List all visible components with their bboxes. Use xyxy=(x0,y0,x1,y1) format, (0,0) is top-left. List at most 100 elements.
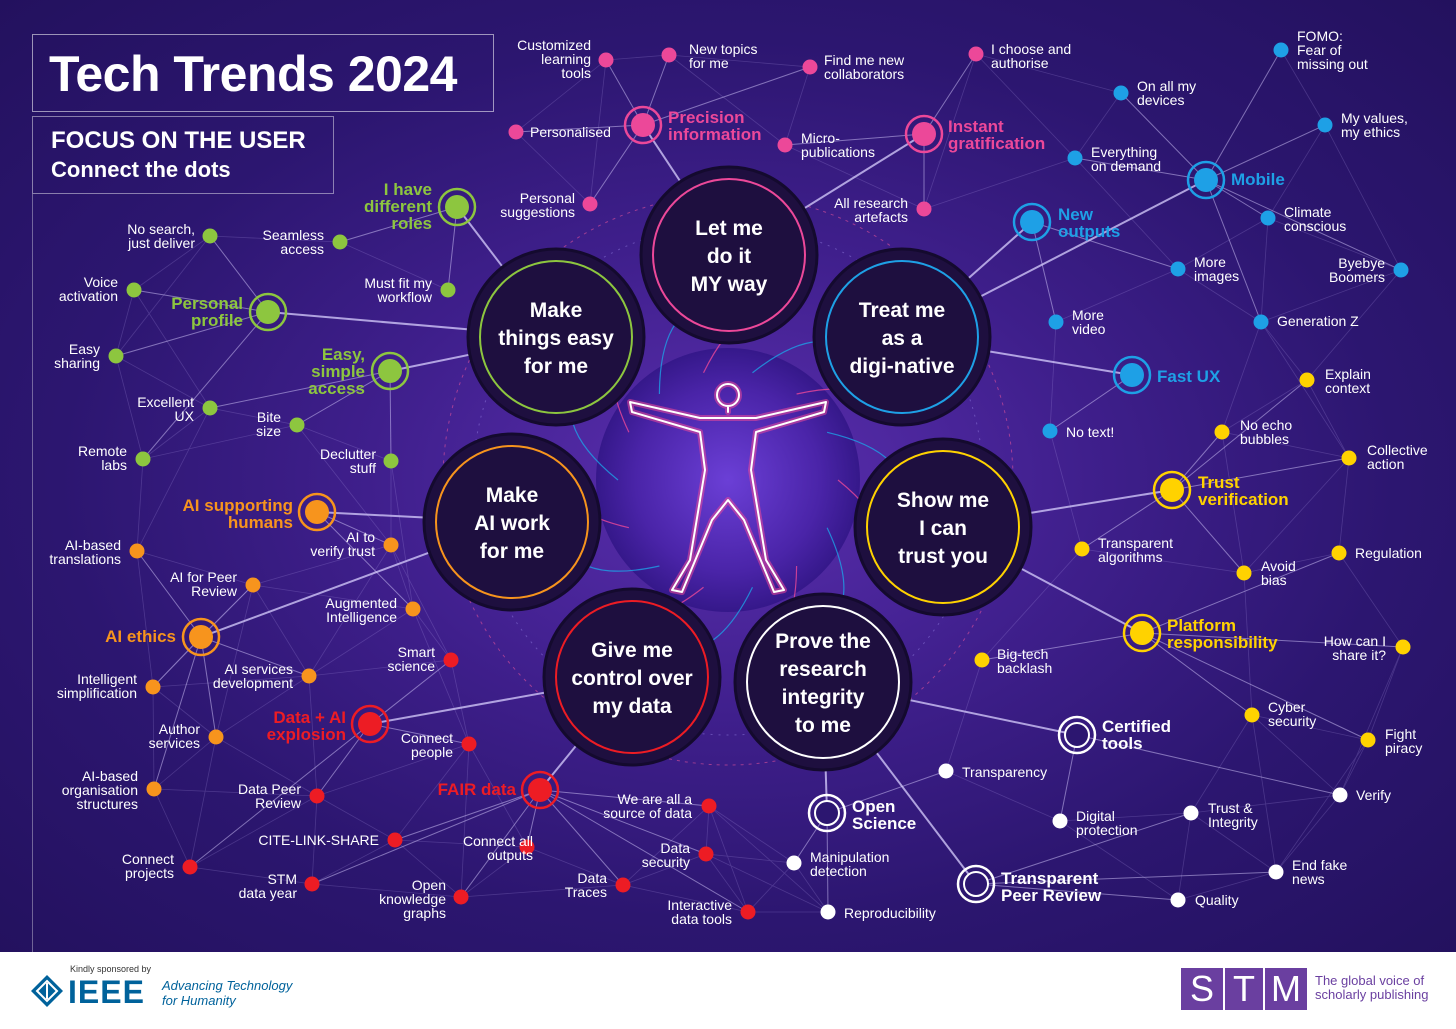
node-dot-intelligent-simplification xyxy=(145,679,161,695)
theme-control-data: Give me control over my data xyxy=(542,587,722,767)
theme-integrity: Prove the research integrity to me xyxy=(733,592,913,772)
node-link xyxy=(1031,221,1179,270)
node-link xyxy=(316,511,414,610)
node-label-stm-data-year: STM data year xyxy=(238,871,297,901)
node-link xyxy=(1171,379,1308,491)
node-link xyxy=(539,789,624,886)
node-link xyxy=(1059,734,1078,822)
node-dot-find-me-new-collaborators xyxy=(802,59,818,75)
node-label-end-fake-news: End fake news xyxy=(1292,857,1348,887)
node-label-digital-protection: Digital protection xyxy=(1076,808,1138,838)
node-link xyxy=(1141,632,1253,716)
hub-label-certified: Certified tools xyxy=(1102,717,1171,753)
node-dot-augmented-intelligence xyxy=(405,601,421,617)
node-dot-connect-people xyxy=(461,736,477,752)
node-dot-more-video xyxy=(1048,314,1064,330)
node-label-more-video: More video xyxy=(1072,307,1106,337)
node-dot-collective-action xyxy=(1341,450,1357,466)
node-link xyxy=(316,511,392,546)
node-link xyxy=(1049,374,1133,432)
hub-label-new-outputs: New outputs xyxy=(1058,205,1121,241)
node-label-on-all-my-devices: On all my devices xyxy=(1137,78,1197,108)
node-label-customized-learning-tools: Customized learning tools xyxy=(517,37,591,81)
node-dot-personalised xyxy=(508,124,524,140)
stm-letter-m: M xyxy=(1271,968,1301,1009)
page-title: Tech Trends 2024 xyxy=(49,46,457,102)
node-dot-trust-integrity xyxy=(1183,805,1199,821)
node-dot-no-echo-bubbles xyxy=(1214,424,1230,440)
theme-trust: Show me I can trust you xyxy=(853,437,1033,617)
node-dot-reproducibility xyxy=(820,904,836,920)
node-dot-end-fake-news xyxy=(1268,864,1284,880)
node-label-verify: Verify xyxy=(1356,787,1392,803)
theme-my-way: Let me do it MY way xyxy=(639,165,819,345)
node-label-transparency: Transparency xyxy=(962,764,1048,780)
node-link xyxy=(539,789,707,855)
node-label-ai-based-translations: AI-based translations xyxy=(49,537,121,567)
node-dot-ai-to-verify-trust xyxy=(383,537,399,553)
node-label-excellent-ux: Excellent UX xyxy=(137,394,194,424)
hub-certified xyxy=(1057,715,1097,755)
hub-label-instant-grat: Instant gratification xyxy=(948,117,1046,153)
node-link xyxy=(447,206,458,291)
node-link xyxy=(311,789,541,885)
node-link xyxy=(1171,457,1350,491)
node-dot-everything-on-demand xyxy=(1067,150,1083,166)
node-dot-voice-activation xyxy=(126,282,142,298)
sponsor-label: Kindly sponsored by xyxy=(70,964,152,974)
node-label-no-search-just-deliver: No search, just deliver xyxy=(127,221,195,251)
theme-disc xyxy=(542,587,722,767)
node-label-personalised: Personalised xyxy=(530,124,611,140)
node-dot-all-research-artefacts xyxy=(916,201,932,217)
node-dot-connect-all-outputs xyxy=(519,839,535,855)
theme-ring xyxy=(435,445,589,599)
node-link xyxy=(784,133,925,146)
hub-new-outputs xyxy=(1012,202,1052,242)
node-label-seamless-access: Seamless access xyxy=(262,227,324,257)
node-dot-micro-publications xyxy=(777,137,793,153)
node-label-declutter-stuff: Declutter stuff xyxy=(319,446,376,476)
frame-line xyxy=(32,194,33,952)
node-dot-data-peer-review xyxy=(309,788,325,804)
node-label-new-topics-for-me: New topics for me xyxy=(689,41,758,71)
node-label-ai-services-development: AI services development xyxy=(212,661,293,691)
hub-trust-verif xyxy=(1152,470,1192,510)
node-link xyxy=(316,723,371,797)
node-label-personal-suggestions: Personal suggestions xyxy=(500,190,575,220)
hub-label-platform-resp: Platform responsibility xyxy=(1167,616,1278,652)
node-dot-manipulation-detection xyxy=(786,855,802,871)
node-link xyxy=(1205,179,1262,323)
theme-label: Give me control over my data xyxy=(571,639,692,718)
theme-ring xyxy=(746,605,900,759)
theme-disc xyxy=(466,247,646,427)
node-label-find-me-new-collaborators: Find me new collaborators xyxy=(824,52,905,82)
hub-label-open-science: Open Science xyxy=(852,797,917,833)
node-dot-ai-services-development xyxy=(301,668,317,684)
node-dot-connect-projects xyxy=(182,859,198,875)
theme-label: Treat me as a digi-native xyxy=(849,299,954,378)
theme-label: Make AI work for me xyxy=(474,484,550,563)
theme-disc xyxy=(733,592,913,772)
node-link xyxy=(339,206,458,243)
node-dot-transparent-algorithms xyxy=(1074,541,1090,557)
node-dot-personal-suggestions xyxy=(582,196,598,212)
node-dot-declutter-stuff xyxy=(383,453,399,469)
theme-disc xyxy=(639,165,819,345)
node-label-fight-piracy: Fight piracy xyxy=(1385,726,1423,756)
hub-data-ai xyxy=(350,704,390,744)
node-link xyxy=(1205,179,1402,271)
node-label-no-echo-bubbles: No echo bubbles xyxy=(1240,417,1293,447)
theme-label: Make things easy for me xyxy=(498,299,614,378)
node-dot-data-security xyxy=(698,846,714,862)
hub-label-data-ai: Data + AI explosion xyxy=(266,708,346,744)
node-dot-we-are-all-a-source-of-data xyxy=(701,798,717,814)
node-label-voice-activation: Voice activation xyxy=(58,274,118,304)
node-label-we-are-all-a-source-of-data: We are all a source of data xyxy=(603,791,692,821)
node-dot-on-all-my-devices xyxy=(1113,85,1129,101)
diagram-canvas: Make things easy for me Let me do it MY way Tr… xyxy=(0,0,1456,952)
node-label-my-values-my-ethics: My values, my ethics xyxy=(1341,110,1408,140)
node-label-smart-science: Smart science xyxy=(387,644,435,674)
node-dot-fight-piracy xyxy=(1360,732,1376,748)
node-dot-remote-labs xyxy=(135,451,151,467)
node-link xyxy=(1074,157,1207,181)
